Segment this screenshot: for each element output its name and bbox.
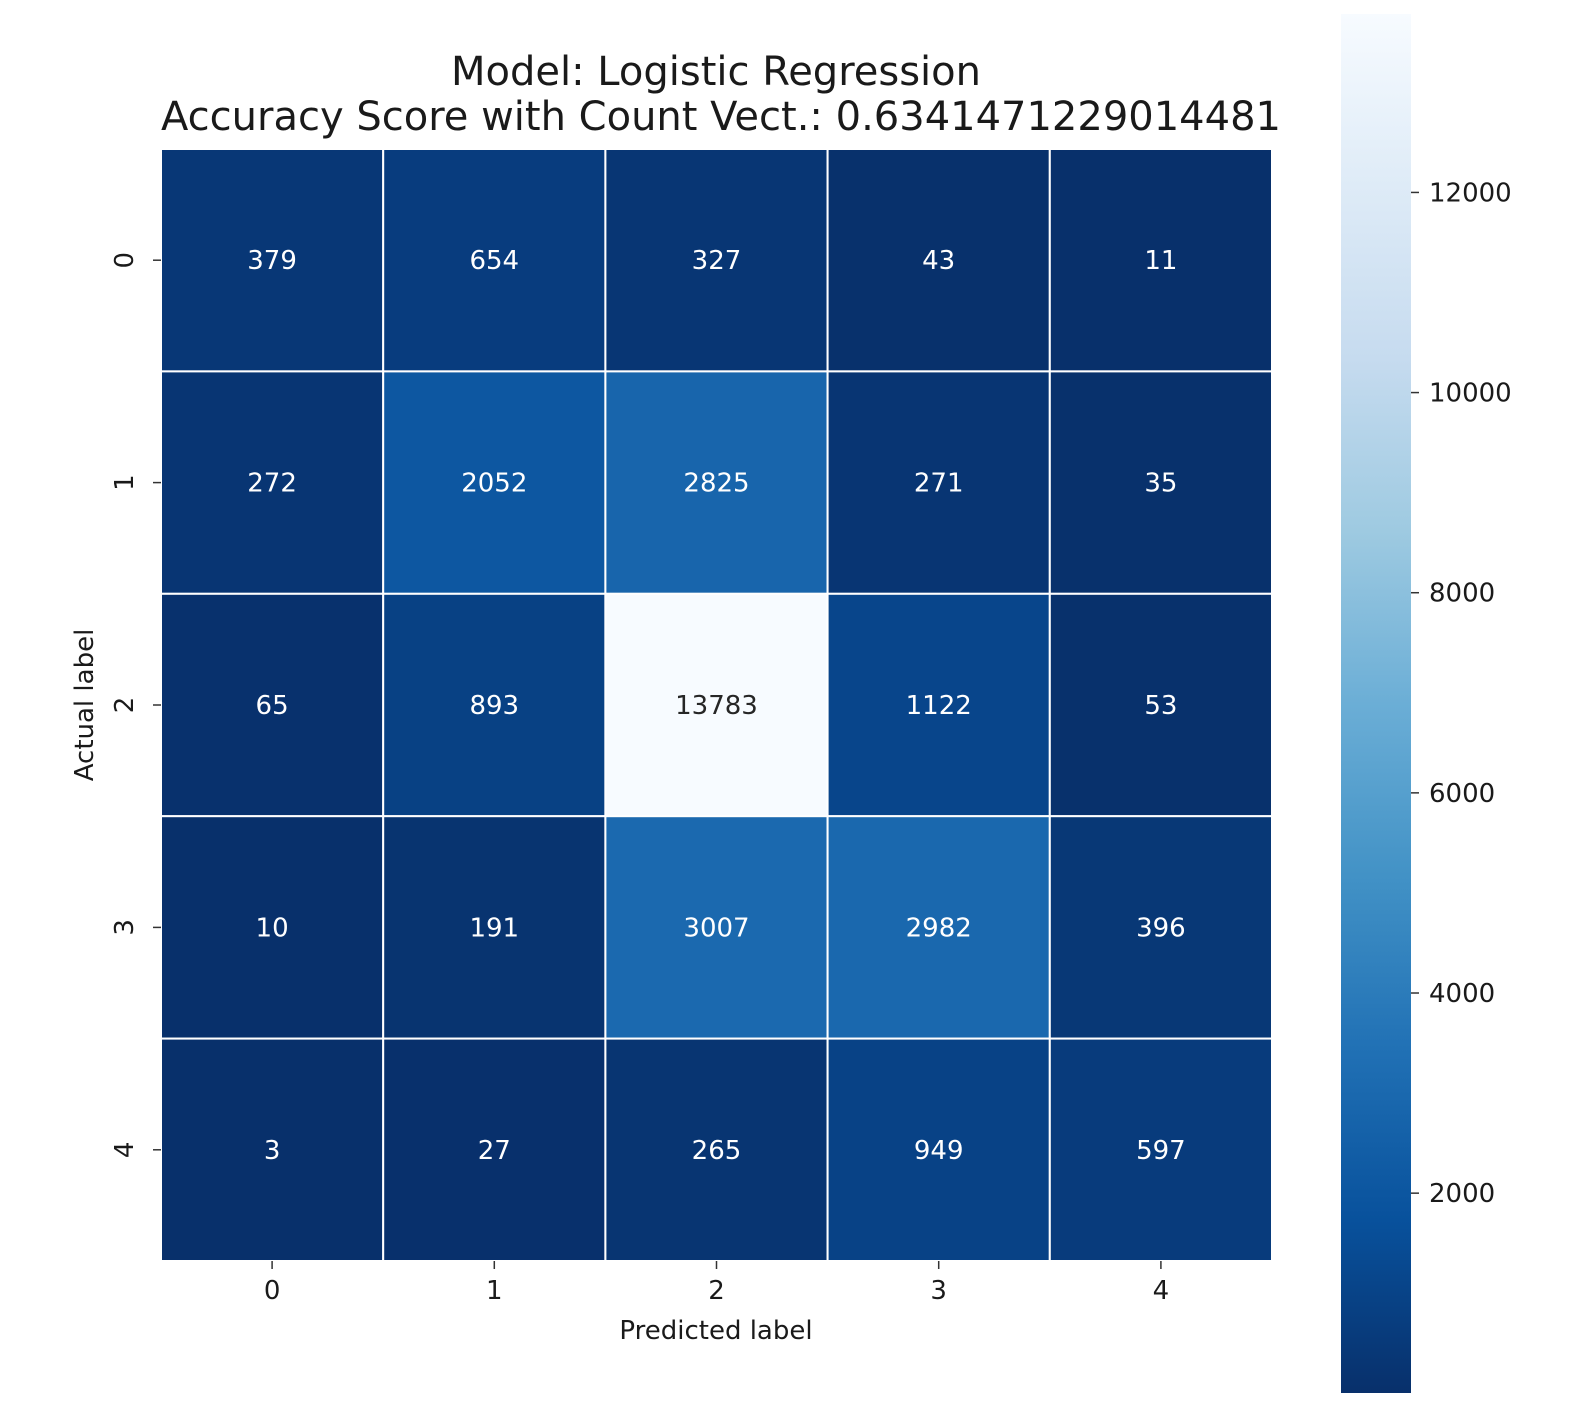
heatmap-cells	[160, 148, 1274, 1262]
colorbar-tick-label-4000: 4000	[1429, 979, 1495, 1009]
cell-value-label-r4-c4: 597	[1136, 1136, 1186, 1166]
y-tick-label-4: 4	[110, 1142, 140, 1159]
y-tick-label-3: 3	[110, 919, 140, 936]
cell-value-label-r4-c1: 27	[478, 1136, 511, 1166]
chart-title-line-1: Model: Logistic Regression	[451, 49, 981, 95]
cell-value-label-r3-c4: 396	[1136, 913, 1186, 943]
cell-value-label-r1-c1: 2052	[461, 469, 527, 499]
colorbar-tick-label-10000: 10000	[1429, 379, 1512, 409]
heatmap-cell-r0-c3	[826, 148, 1051, 373]
colorbar-tick-label-2000: 2000	[1429, 1179, 1495, 1209]
cell-value-label-r4-c3: 949	[914, 1136, 964, 1166]
x-axis-label: Predicted label	[619, 1316, 812, 1346]
cell-value-label-r2-c2: 13783	[675, 691, 758, 721]
cell-value-label-r2-c3: 1122	[906, 691, 972, 721]
colorbar-ticks: 2000 4000 6000 8000 10000 12000	[1411, 178, 1512, 1209]
y-tick-label-1: 1	[110, 474, 140, 491]
cell-value-label-r4-c2: 265	[692, 1136, 742, 1166]
cell-value-label-r0-c4: 11	[1144, 246, 1177, 276]
colorbar-gradient	[1341, 14, 1411, 1393]
heatmap-cell-r0-c1	[382, 148, 607, 373]
heatmap-cell-r3-c3	[826, 815, 1051, 1040]
heatmap-cell-r0-c0	[160, 148, 385, 373]
colorbar-tick-label-8000: 8000	[1429, 579, 1495, 609]
y-tick-label-2: 2	[110, 697, 140, 714]
cell-value-label-r3-c3: 2982	[906, 913, 972, 943]
y-axis-label: Actual label	[70, 629, 100, 782]
heatmap-cell-r3-c2	[604, 815, 829, 1040]
cell-value-label-r0-c1: 654	[469, 246, 519, 276]
colorbar-tick-label-12000: 12000	[1429, 178, 1512, 208]
chart-title-line-2: Accuracy Score with Count Vect.: 0.63414…	[161, 94, 1281, 140]
heatmap-cell-r1-c2	[604, 370, 829, 595]
x-axis-ticks: 0 1 2 3 4	[264, 1261, 1169, 1306]
cell-value-label-r1-c4: 35	[1144, 469, 1177, 499]
y-axis-ticks: 0 1 2 3 4	[110, 252, 161, 1158]
heatmap-cell-r3-c1	[382, 815, 607, 1040]
heatmap-cell-r2-c4	[1048, 592, 1274, 818]
cell-value-label-r3-c1: 191	[469, 913, 519, 943]
cell-value-label-r0-c2: 327	[692, 246, 742, 276]
cell-value-label-r2-c1: 893	[469, 691, 519, 721]
heatmap-cell-r0-c4	[1048, 148, 1274, 373]
colorbar-tick-label-6000: 6000	[1429, 779, 1495, 809]
cell-value-label-r2-c0: 65	[256, 691, 289, 721]
cell-value-label-r0-c0: 379	[247, 246, 297, 276]
heatmap-cell-r3-c4	[1048, 815, 1274, 1040]
x-tick-label-1: 1	[486, 1276, 503, 1306]
cell-value-label-r1-c0: 272	[247, 469, 297, 499]
x-tick-label-3: 3	[930, 1276, 947, 1306]
x-tick-label-0: 0	[264, 1276, 281, 1306]
heatmap-cell-r2-c1	[382, 592, 607, 818]
cell-value-label-r1-c3: 271	[914, 469, 964, 499]
chart-title: Model: Logistic Regression Accuracy Scor…	[161, 49, 1281, 140]
heatmap-cell-r2-c3	[826, 592, 1051, 818]
heatmap-cell-r1-c0	[160, 370, 385, 595]
heatmap-cell-r0-c2	[604, 148, 829, 373]
heatmap-cell-r4-c0	[160, 1037, 385, 1262]
y-tick-label-0: 0	[110, 252, 140, 269]
heatmap-cell-r2-c2	[604, 592, 829, 818]
heatmap-cell-r4-c2	[604, 1037, 829, 1262]
cell-value-label-r3-c0: 10	[256, 913, 289, 943]
heatmap-cell-r1-c4	[1048, 370, 1274, 595]
x-tick-label-2: 2	[708, 1276, 725, 1306]
cell-value-label-r2-c4: 53	[1144, 691, 1177, 721]
cell-value-label-r0-c3: 43	[922, 246, 955, 276]
cell-value-label-r1-c2: 2825	[683, 469, 749, 499]
cell-value-label-r3-c2: 3007	[683, 913, 749, 943]
colorbar: 2000 4000 6000 8000 10000 12000	[1341, 14, 1512, 1393]
x-tick-label-4: 4	[1153, 1276, 1170, 1306]
heatmap-cell-r4-c1	[382, 1037, 607, 1262]
heatmap-cell-r4-c4	[1048, 1037, 1274, 1262]
cell-value-label-r4-c0: 3	[264, 1136, 281, 1166]
